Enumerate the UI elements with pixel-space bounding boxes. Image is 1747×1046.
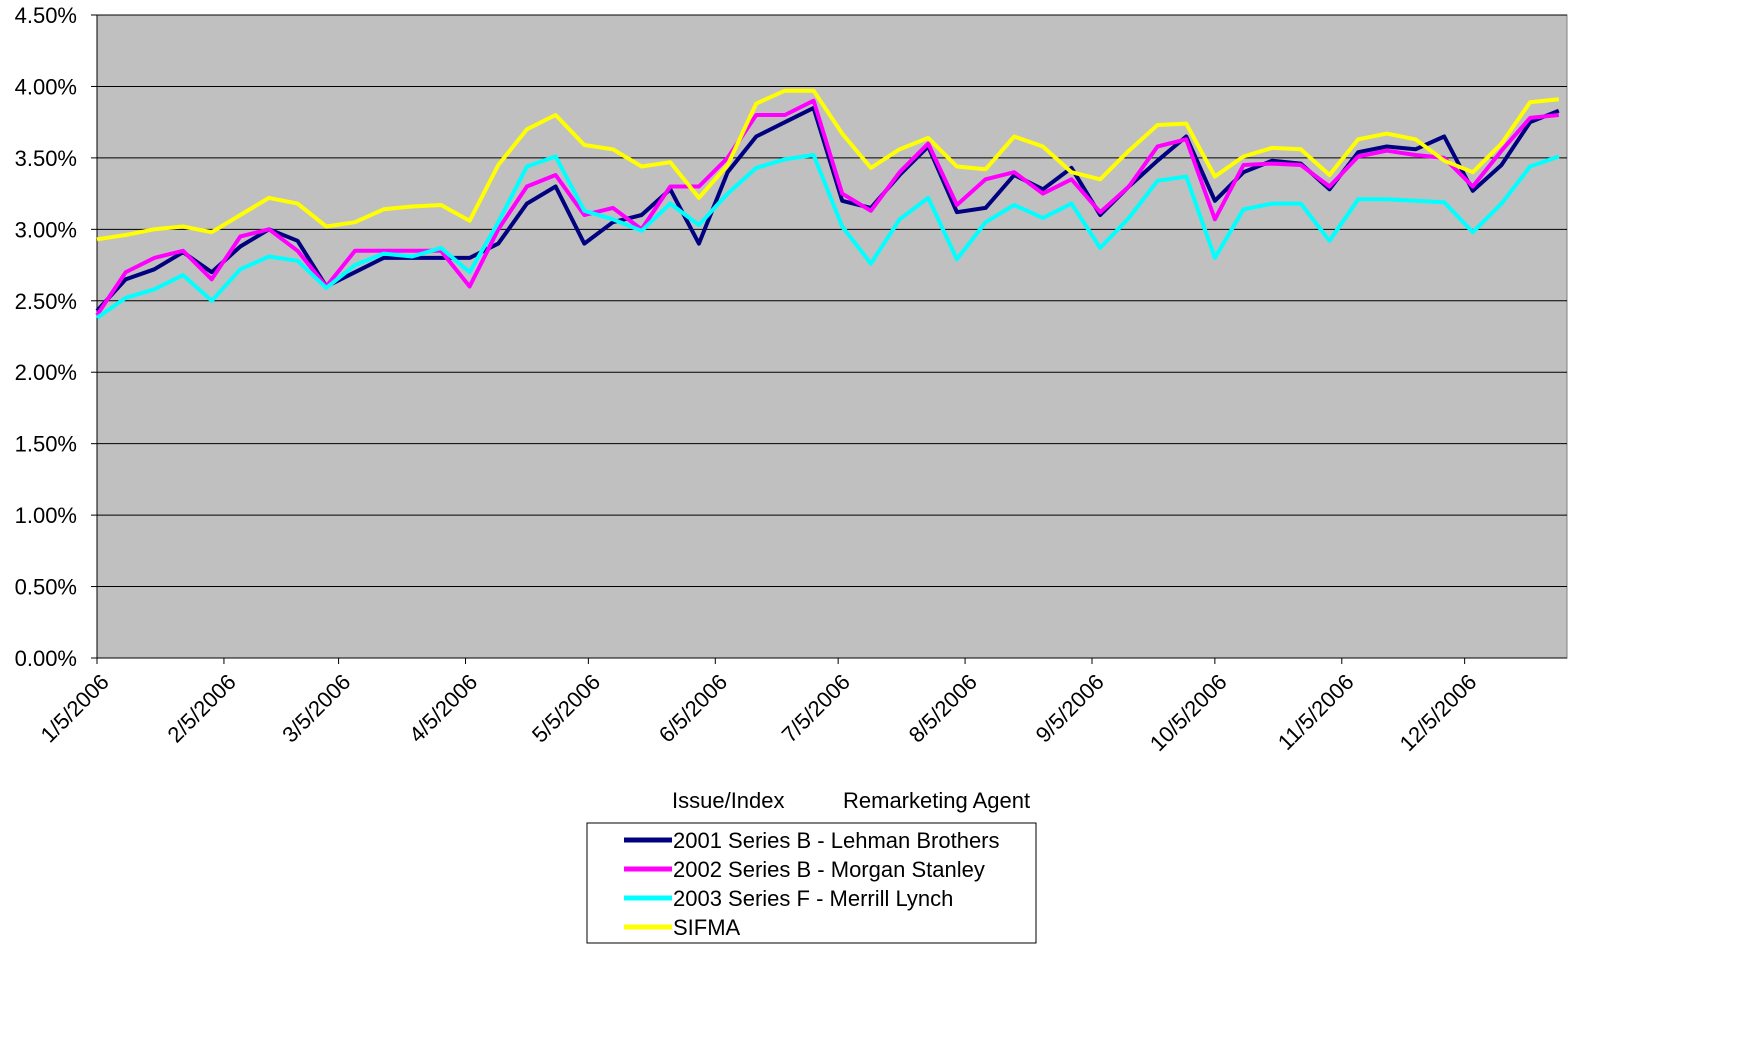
x-tick-label: 5/5/2006 — [527, 669, 605, 747]
x-tick-label: 4/5/2006 — [404, 669, 482, 747]
gridlines — [97, 14, 1567, 588]
y-tick-label: 0.50% — [15, 575, 77, 600]
legend-entry-label: 2003 Series F - Merrill Lynch — [673, 886, 953, 911]
y-tick-label: 1.50% — [15, 432, 77, 457]
y-tick-label: 3.00% — [15, 217, 77, 242]
series-line-4 — [96, 88, 1560, 242]
legend-entry-label: 2001 Series B - Lehman Brothers — [673, 828, 1000, 853]
series-line-2 — [95, 98, 1560, 317]
y-axis: 0.00% 0.50% 1.00% 1.50% 2.00% 2.50% 3.00% 3.50%… — [15, 3, 98, 671]
plot-area — [96, 14, 1568, 659]
legend-box — [586, 822, 1037, 944]
legend-header: Issue/Index Remarketing Agent — [672, 788, 1030, 813]
x-tick-label: 11/5/2006 — [1273, 669, 1359, 755]
x-tick-label: 6/5/2006 — [654, 669, 732, 747]
series-line-3 — [95, 153, 1560, 320]
legend: 2001 Series B - Lehman Brothers 2002 Seri… — [586, 822, 1037, 944]
legend-entry-label: 2002 Series B - Morgan Stanley — [673, 857, 985, 882]
x-tick-label: 2/5/2006 — [163, 669, 241, 747]
y-tick-label: 4.00% — [15, 74, 77, 99]
x-tick-label: 12/5/2006 — [1395, 669, 1482, 756]
x-tick-label: 3/5/2006 — [277, 669, 355, 747]
y-tick-label: 0.00% — [15, 646, 77, 671]
x-tick-label: 8/5/2006 — [904, 669, 982, 747]
legend-header-agent: Remarketing Agent — [843, 788, 1030, 813]
legend-header-issue: Issue/Index — [672, 788, 785, 813]
series-lines — [95, 88, 1560, 320]
x-tick-label: 7/5/2006 — [777, 669, 855, 747]
y-tick-label: 2.00% — [15, 360, 77, 385]
x-tick-label: 9/5/2006 — [1031, 669, 1109, 747]
y-tick-label: 4.50% — [15, 3, 77, 28]
x-tick-label: 10/5/2006 — [1145, 669, 1232, 756]
x-axis: 1/5/2006 2/5/2006 3/5/2006 4/5/2006 5/5/2006… — [36, 657, 1567, 756]
y-tick-label: 2.50% — [15, 289, 77, 314]
x-tick-label: 1/5/2006 — [36, 669, 114, 747]
y-tick-label: 1.00% — [15, 503, 77, 528]
y-tick-label: 3.50% — [15, 146, 77, 171]
legend-entry-label: SIFMA — [673, 915, 741, 940]
